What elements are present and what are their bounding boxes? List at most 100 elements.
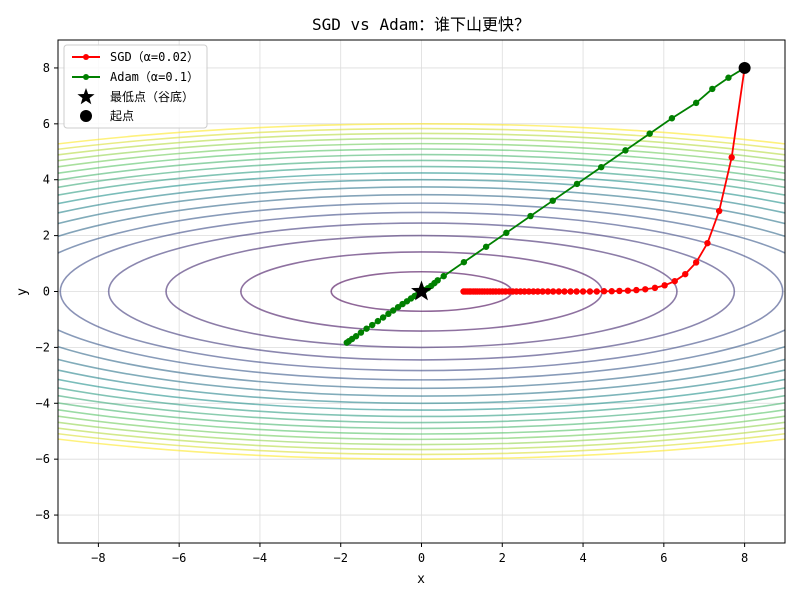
sgd-point: [624, 287, 632, 294]
legend-adam-marker: [83, 74, 89, 80]
legend-star-icon: [77, 88, 95, 105]
sgd-point: [549, 288, 557, 295]
x-tick-label: 0: [418, 551, 425, 565]
legend-adam-label: Adam（α=0.1）: [110, 70, 199, 84]
sgd-point: [555, 288, 563, 295]
sgd-point: [460, 288, 467, 295]
contour-line: [58, 202, 785, 381]
adam-point: [394, 303, 402, 311]
y-tick-label: −2: [36, 340, 50, 354]
adam-point: [385, 310, 392, 318]
legend: SGD（α=0.02） Adam（α=0.1） 最低点（谷底） 起点: [63, 44, 208, 129]
sgd-point: [642, 286, 649, 293]
adam-point: [527, 212, 534, 220]
adam-point: [573, 180, 581, 188]
x-tick-label: 8: [741, 551, 748, 565]
sgd-point: [715, 207, 723, 215]
contour-line: [165, 234, 678, 349]
adam-point: [440, 272, 447, 280]
contour-line: [58, 178, 785, 405]
x-tick-label: −4: [253, 551, 267, 565]
y-tick-label: −8: [36, 508, 50, 522]
contour-line: [107, 222, 736, 361]
adam-point: [692, 99, 700, 107]
y-tick-label: 2: [43, 229, 50, 243]
sgd-point: [567, 288, 574, 295]
y-tick-label: 0: [43, 285, 50, 299]
contour-line: [58, 172, 785, 411]
special-markers: [411, 61, 751, 301]
x-tick-label: −8: [91, 551, 105, 565]
sgd-point: [573, 288, 580, 295]
x-tick-label: −2: [333, 551, 347, 565]
sgd-point: [704, 239, 711, 247]
sgd-point: [530, 288, 537, 295]
sgd-point: [682, 270, 689, 278]
ticks: −8 −6 −4 −2 0 2 4 6 8 −8 −6 −4 −2 0 2 4 6 8: [36, 61, 749, 565]
adam-point: [363, 325, 370, 332]
sgd-point: [600, 288, 608, 295]
adam-point: [379, 314, 387, 321]
contour-line: [58, 137, 785, 446]
x-tick-label: 2: [499, 551, 506, 565]
start-point-marker: [738, 61, 751, 74]
sgd-point: [661, 282, 668, 289]
sgd-point: [586, 288, 594, 295]
x-tick-label: −6: [172, 551, 186, 565]
contour-line: [58, 186, 785, 397]
contour-line: [58, 123, 785, 460]
adam-point: [549, 197, 556, 204]
contour-line: [58, 193, 785, 390]
x-axis-label: x: [417, 572, 425, 587]
y-tick-label: −6: [36, 452, 50, 466]
contour-line: [59, 211, 784, 372]
legend-box: [63, 44, 208, 129]
legend-minimum-label: 最低点（谷底）: [110, 89, 194, 104]
sgd-point: [544, 288, 552, 295]
x-tick-label: 6: [660, 551, 667, 565]
contour-line: [58, 132, 785, 451]
adam-point: [390, 307, 397, 314]
adam-point: [369, 321, 376, 329]
sgd-point: [616, 287, 623, 295]
sgd-point: [651, 284, 659, 292]
sgd-point: [525, 288, 533, 295]
adam-point: [725, 74, 732, 81]
sgd-point: [561, 288, 568, 295]
adam-point: [622, 147, 629, 154]
adam-point: [646, 130, 653, 137]
contour-line: [58, 148, 785, 435]
contour-line: [58, 159, 785, 424]
adam-point: [374, 317, 382, 325]
y-tick-label: 8: [43, 61, 50, 75]
x-tick-label: 4: [579, 551, 586, 565]
minimum-star-marker: [411, 280, 432, 301]
adam-point: [399, 300, 406, 308]
adam-point: [598, 163, 605, 171]
adam-point: [343, 339, 350, 346]
sgd-point: [579, 288, 587, 295]
contour-line: [58, 142, 785, 441]
y-tick-label: −4: [36, 396, 50, 410]
legend-sgd-label: SGD（α=0.02）: [110, 50, 199, 64]
contour-line: [58, 153, 785, 430]
legend-sgd-marker: [83, 54, 89, 60]
sgd-point: [593, 288, 600, 295]
sgd-point: [608, 288, 615, 295]
adam-point: [357, 329, 365, 336]
y-tick-label: 4: [43, 173, 50, 187]
y-tick-label: 6: [43, 117, 50, 131]
adam-point: [709, 85, 716, 93]
sgd-point: [692, 259, 700, 266]
legend-start-icon: [80, 110, 92, 122]
sgd-point: [728, 154, 735, 161]
sgd-point: [534, 288, 542, 295]
contour-line: [58, 127, 785, 456]
sgd-point: [633, 286, 640, 294]
sgd-point: [539, 288, 546, 295]
adam-point: [503, 229, 510, 237]
adam-point: [482, 243, 490, 250]
chart-title: SGD vs Adam：谁下山更快？: [312, 15, 530, 34]
adam-point: [460, 258, 468, 266]
